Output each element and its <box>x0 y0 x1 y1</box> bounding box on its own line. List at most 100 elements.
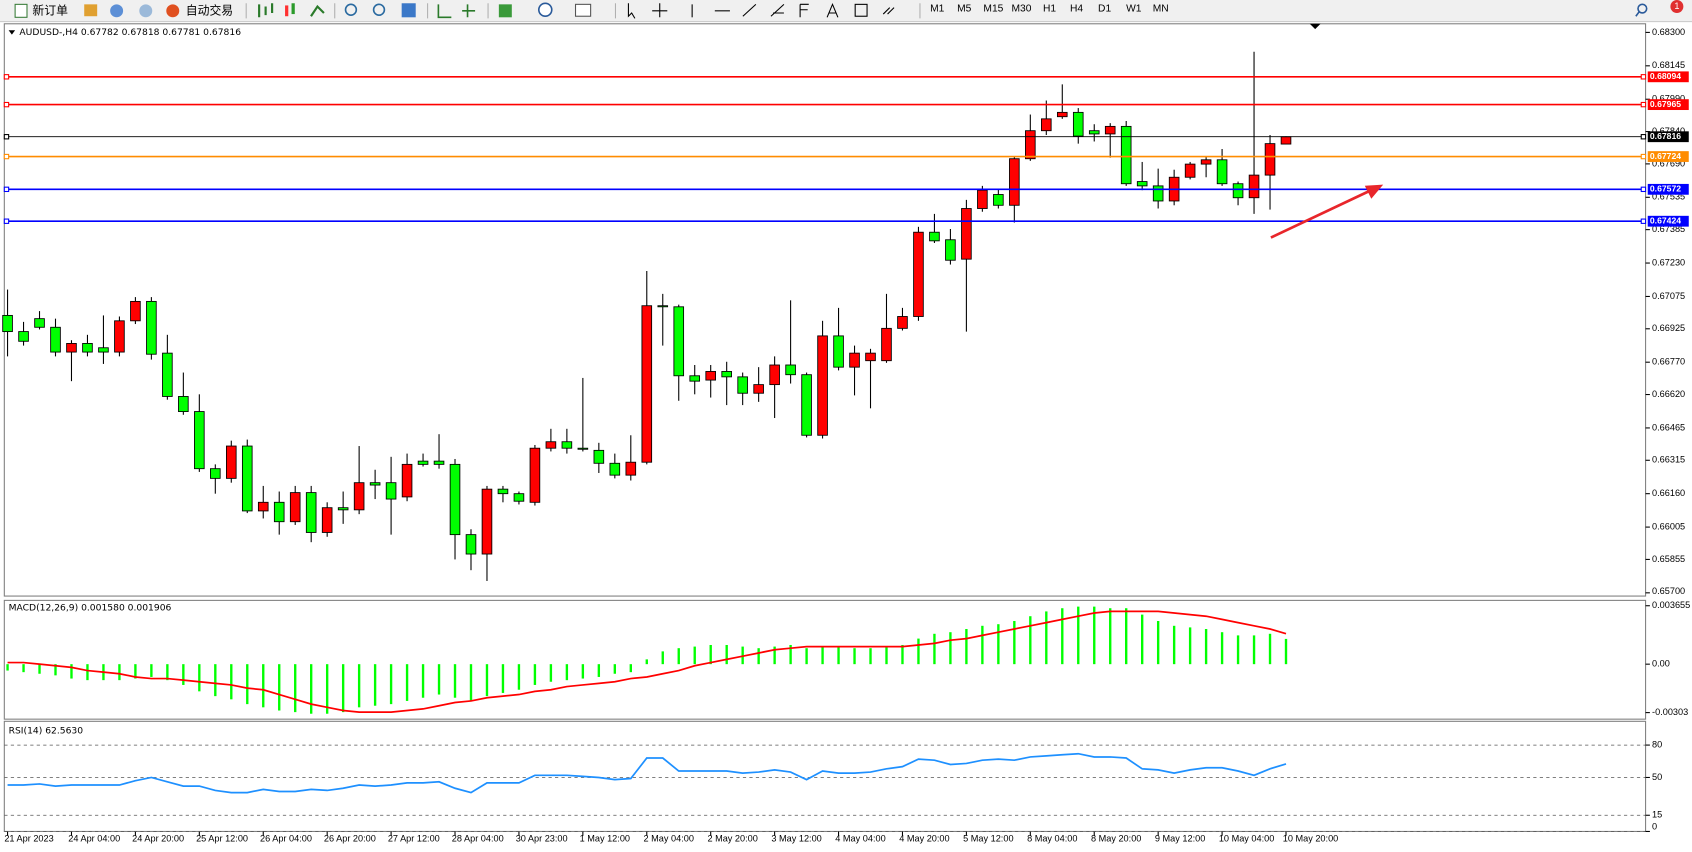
new-order-icon[interactable] <box>14 3 28 18</box>
icon[interactable] <box>139 4 153 18</box>
candle-body <box>353 482 365 511</box>
price-tag <box>1647 99 1689 111</box>
search-icon[interactable] <box>1637 3 1648 14</box>
collapse-marker <box>8 30 16 35</box>
y-tick-label: 80 <box>1652 739 1662 749</box>
indicator-line <box>7 752 1287 794</box>
candle-body <box>385 482 397 500</box>
line-handle <box>1640 186 1647 193</box>
y-tick-label: 0.65700 <box>1652 586 1685 596</box>
candle-body <box>178 396 189 412</box>
timeframe-button[interactable]: M15 <box>983 3 1003 14</box>
auto-trading-button[interactable]: 自动交易 <box>186 3 233 17</box>
line-handle <box>3 218 10 224</box>
candle-body <box>210 468 221 479</box>
y-tick-label: 15 <box>1652 810 1662 820</box>
candle-body <box>913 231 924 317</box>
candle-body <box>577 447 589 450</box>
candle-body <box>1152 185 1164 202</box>
rsi-pane <box>3 720 1647 832</box>
line-chart-icon[interactable] <box>310 4 325 17</box>
x-tick-label: 5 May 12:00 <box>963 833 1013 843</box>
price-pane-title: AUDUSD-,H4 0.67782 0.67818 0.67781 0.678… <box>19 27 241 38</box>
zoom-out-icon[interactable] <box>372 3 386 16</box>
candle-body <box>881 327 892 362</box>
timeframe-button[interactable]: M1 <box>930 3 945 14</box>
timeframe-button[interactable]: H1 <box>1043 3 1056 14</box>
timeframe-button[interactable]: H4 <box>1070 3 1083 14</box>
zoom-in-icon[interactable] <box>344 3 358 16</box>
indicators-icon[interactable] <box>498 4 512 18</box>
candle-body <box>82 343 93 353</box>
timeframe-button[interactable]: W1 <box>1126 3 1142 14</box>
autoscroll-icon[interactable] <box>437 4 452 19</box>
candle-body <box>481 488 493 555</box>
candle-body <box>897 316 908 329</box>
fibo-icon[interactable] <box>799 3 809 18</box>
y-tick-label: 0.66770 <box>1652 357 1685 367</box>
icon[interactable] <box>110 4 124 18</box>
candle-body <box>1264 143 1276 176</box>
y-tick-label: 0.68300 <box>1652 27 1685 37</box>
timeframe-button[interactable]: D1 <box>1098 3 1111 14</box>
timeframe-button[interactable]: MN <box>1153 3 1169 14</box>
candle-body <box>1041 118 1052 132</box>
timeframe-button[interactable]: M5 <box>957 3 972 14</box>
price-tag-label: 0.67424 <box>1650 216 1681 226</box>
candle-body <box>321 507 333 533</box>
y-tick-label: 0.66925 <box>1652 323 1685 333</box>
y-tick-label: 0.003655 <box>1652 600 1690 610</box>
icon[interactable] <box>84 4 98 17</box>
x-tick-label: 25 Apr 12:00 <box>196 833 248 843</box>
crosshair-icon[interactable] <box>652 3 668 18</box>
trendline-icon[interactable] <box>742 3 757 17</box>
candle-body <box>801 374 812 436</box>
y-tick-label: 0.66315 <box>1652 455 1685 465</box>
candle-body <box>513 493 525 502</box>
y-tick-label: 50 <box>1652 772 1662 782</box>
candle-body <box>849 352 860 368</box>
price-tag <box>1647 131 1689 143</box>
shift-icon[interactable] <box>462 4 476 18</box>
candle-body <box>433 460 445 465</box>
candle-body <box>929 231 940 242</box>
y-tick-label: 0.67075 <box>1652 291 1685 301</box>
templates-icon[interactable] <box>574 3 592 17</box>
candle-body <box>817 335 828 436</box>
candle-body <box>1248 174 1260 199</box>
candle-body <box>609 462 621 476</box>
x-tick-label: 28 Apr 04:00 <box>452 833 504 843</box>
line-handle <box>3 74 10 80</box>
bar-chart-icon[interactable] <box>258 3 274 18</box>
candle-body <box>785 364 796 376</box>
candle-body <box>18 331 29 342</box>
periods-icon[interactable] <box>537 2 553 18</box>
candle-icon[interactable] <box>291 3 295 15</box>
candle-body <box>1184 163 1196 178</box>
candle-body <box>241 445 253 512</box>
indicator-line <box>7 610 1287 713</box>
price-tag <box>1647 183 1689 195</box>
candle-body <box>1072 111 1084 137</box>
text-tool-icon[interactable] <box>826 2 839 18</box>
candle-body <box>34 318 45 328</box>
channel-icon[interactable] <box>770 3 785 17</box>
notification-count: 1 <box>1674 1 1679 11</box>
timeframe-button[interactable]: M30 <box>1011 3 1031 14</box>
candle-body <box>993 194 1004 206</box>
tile-icon[interactable] <box>401 3 416 18</box>
search-icon[interactable] <box>1635 11 1640 17</box>
y-tick-label: 0.66465 <box>1652 422 1685 432</box>
label-icon[interactable] <box>854 3 868 17</box>
candle-icon[interactable] <box>285 5 289 17</box>
cursor-icon[interactable] <box>627 3 636 19</box>
notification-badge[interactable] <box>1670 0 1684 13</box>
arrows-icon[interactable] <box>882 7 895 15</box>
line-handle <box>3 134 10 140</box>
annotation-arrow <box>1270 189 1370 239</box>
x-tick-label: 27 Apr 12:00 <box>388 833 440 843</box>
new-order-button[interactable]: 新订单 <box>32 3 68 17</box>
line-handle <box>1640 134 1647 140</box>
auto-trading-icon[interactable] <box>166 4 180 18</box>
candle-body <box>289 492 301 523</box>
